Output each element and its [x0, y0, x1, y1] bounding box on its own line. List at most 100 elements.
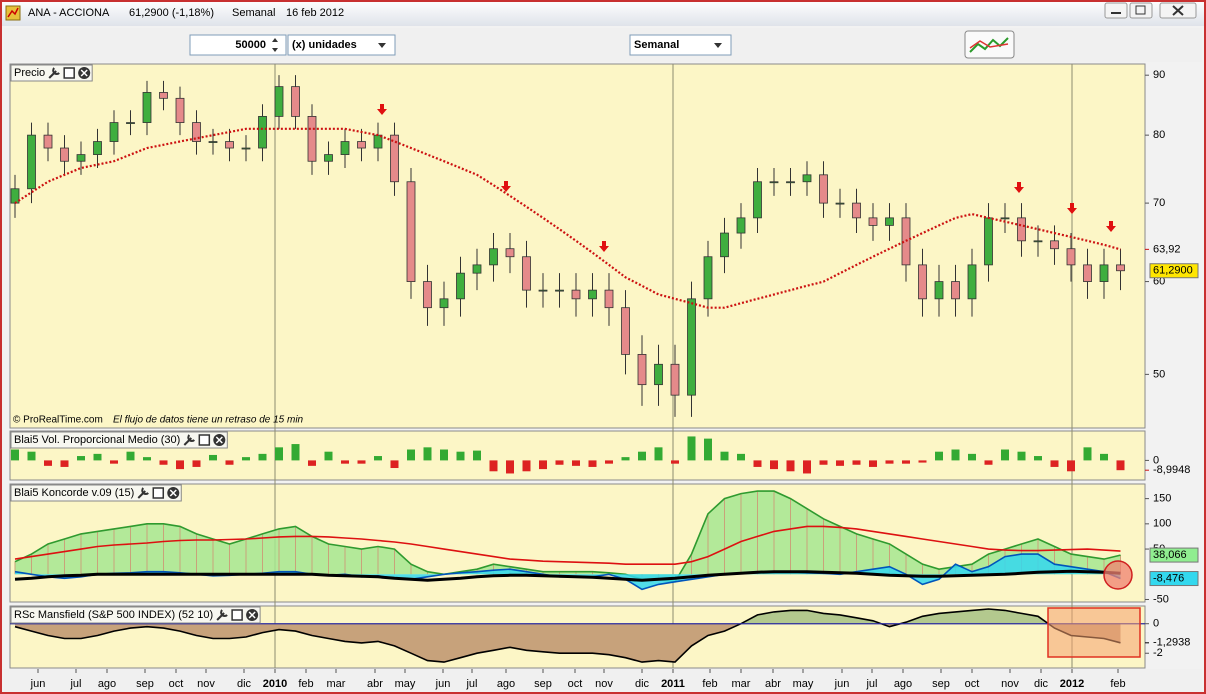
- volume-bar: [1001, 449, 1009, 461]
- candle-body: [720, 232, 729, 258]
- candle-body: [159, 92, 168, 99]
- settings-icon[interactable]: [216, 609, 228, 621]
- delay-note: El flujo de datos tiene un retraso de 15…: [113, 415, 304, 426]
- settings-icon[interactable]: [183, 434, 196, 446]
- candle-body: [1033, 240, 1043, 243]
- minimize-button[interactable]: [1104, 2, 1128, 19]
- x-tick-label: nov: [197, 678, 215, 690]
- value-label: -8,476: [1153, 572, 1184, 584]
- settings-icon[interactable]: [137, 487, 149, 499]
- volume-bar: [588, 460, 597, 467]
- maximize-icon[interactable]: [231, 609, 243, 621]
- volume-bar: [687, 436, 696, 461]
- volume-bar: [11, 449, 19, 461]
- axis-strip: [4, 669, 1202, 692]
- close-icon-cross: [80, 69, 88, 77]
- candle-body: [456, 272, 465, 300]
- candle-body: [76, 154, 86, 162]
- candle-body: [1066, 248, 1076, 266]
- candle-body: [291, 86, 300, 117]
- candle-body: [604, 289, 614, 309]
- signal-arrow: [377, 104, 387, 115]
- source-label: © ProRealTime.com: [13, 415, 103, 426]
- restore-button[interactable]: [1129, 2, 1153, 19]
- candle-body: [868, 217, 878, 226]
- signal-arrow: [599, 241, 609, 252]
- value-label: 63,92: [1153, 243, 1181, 255]
- candle-body: [142, 92, 152, 123]
- candle-body: [555, 289, 564, 292]
- candle-body: [109, 122, 119, 142]
- maximize-icon[interactable]: [63, 67, 75, 79]
- volume-bar: [770, 460, 778, 470]
- candle-body: [918, 264, 927, 300]
- candle-body: [538, 289, 548, 292]
- x-tick-label: oct: [965, 678, 980, 690]
- candle-body: [819, 174, 828, 204]
- x-tick-label: feb: [702, 678, 717, 690]
- restore-icon: [1135, 5, 1146, 15]
- quantity-input[interactable]: [189, 34, 287, 56]
- candle-body: [588, 289, 597, 300]
- x-tick-label: dic: [635, 678, 650, 690]
- x-tick-label: 2010: [263, 678, 287, 690]
- value-label-box: [1149, 263, 1199, 279]
- settings-icon[interactable]: [48, 67, 60, 79]
- x-tick-label: sep: [136, 678, 154, 690]
- candle-body: [340, 141, 350, 155]
- volume-bar: [704, 438, 712, 461]
- volume-bar: [605, 460, 613, 464]
- x-tick-label: sep: [932, 678, 950, 690]
- area-positive: [15, 609, 1121, 624]
- candle-body: [472, 264, 482, 274]
- window-buttons: [1104, 2, 1197, 19]
- spinner[interactable]: [272, 38, 278, 52]
- timeframe-select[interactable]: [629, 34, 732, 56]
- candle-body: [654, 363, 663, 386]
- volume-bar: [968, 453, 976, 461]
- period: Semanal: [232, 7, 275, 19]
- candle-body: [307, 116, 317, 162]
- maximize-icon[interactable]: [152, 487, 165, 499]
- candle-body: [274, 86, 284, 117]
- value-label: -1,2938: [1153, 637, 1190, 649]
- y-tick-label: 0: [1153, 454, 1159, 466]
- candle-body: [1083, 264, 1092, 282]
- y-tick-label: 150: [1153, 493, 1171, 505]
- x-tick-label: feb: [1110, 678, 1125, 690]
- volume-bar: [176, 460, 184, 470]
- value-label: -8,9948: [1153, 464, 1190, 476]
- x-tick-label: 2011: [661, 678, 685, 690]
- moving-average: [14, 127, 1121, 309]
- panel-title: RSc Mansfield (S&P 500 INDEX) (52 10): [14, 609, 213, 621]
- x-tick-label: may: [793, 678, 814, 690]
- series-line: [14, 525, 1121, 565]
- volume-bar: [737, 453, 745, 461]
- x-tick-label: sep: [534, 678, 552, 690]
- dropdown-arrow: [378, 43, 386, 48]
- volume-bar: [60, 460, 69, 467]
- volume-bar: [126, 451, 135, 461]
- series-line: [14, 608, 1121, 663]
- panel-header: RSc Mansfield (S&P 500 INDEX) (52 10): [10, 606, 261, 624]
- app-icon-graph: [7, 7, 19, 18]
- candle-body: [571, 289, 581, 300]
- volume-bar: [275, 447, 283, 461]
- candle-body: [951, 281, 960, 300]
- candle-body: [637, 354, 647, 386]
- candle-body: [967, 264, 977, 300]
- volume-bar: [110, 460, 118, 464]
- x-tick-label: oct: [568, 678, 583, 690]
- unit-select[interactable]: [287, 34, 396, 56]
- maximize-icon[interactable]: [198, 434, 211, 446]
- volume-bar: [77, 456, 85, 461]
- candle-body: [10, 188, 20, 204]
- panel-header: Blai5 Koncorde v.09 (15): [10, 484, 182, 502]
- signal-arrow: [501, 181, 511, 192]
- x-tick-label: may: [395, 678, 416, 690]
- series-line: [14, 569, 1121, 582]
- volume-bar: [258, 453, 267, 461]
- signal-arrow: [1014, 182, 1024, 193]
